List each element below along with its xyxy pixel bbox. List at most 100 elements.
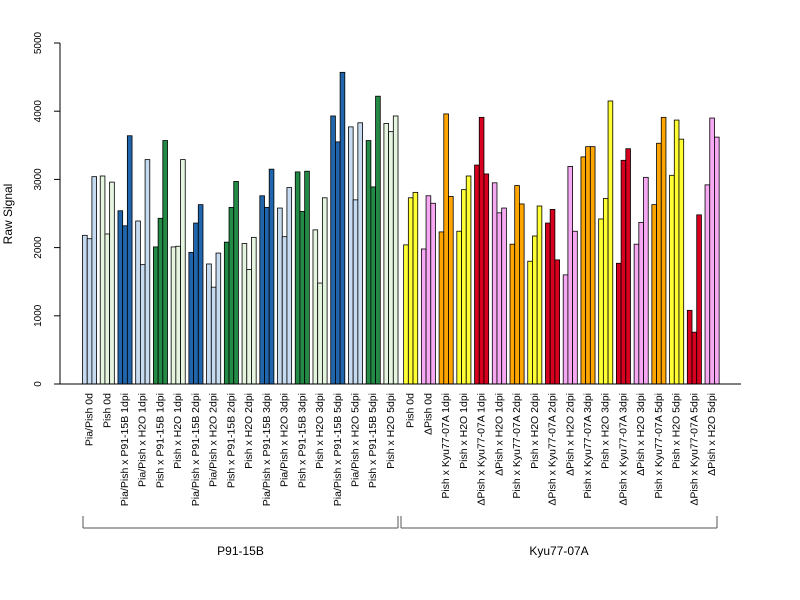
x-tick-label: ΔPish x H2O 1dpi (493, 393, 505, 476)
x-tick-label: ΔPish x H2O 5dpi (706, 393, 718, 476)
bar (339, 71, 346, 385)
x-tick-label: Pish x H2O 1dpi (458, 393, 470, 469)
x-tick-label: Pish x H2O 3dpi (600, 393, 612, 469)
bar (643, 176, 649, 385)
bar (268, 168, 275, 385)
bar (259, 195, 265, 385)
x-tick-label: Pish 0d (405, 393, 417, 428)
bar (598, 218, 604, 385)
x-tick-label: Pish x H2O 5dpi (671, 393, 683, 469)
bar (678, 138, 685, 385)
y-tick-label: 1000 (33, 304, 44, 327)
bar (704, 184, 711, 385)
bar (86, 238, 93, 385)
bar (527, 260, 533, 385)
bar (407, 197, 414, 385)
bar (286, 187, 293, 385)
bar (660, 116, 667, 385)
bar (656, 142, 662, 385)
x-tick-label: ΔPish x Kyu77-07A 2dpi (547, 393, 559, 506)
bar (175, 245, 181, 385)
y-tick-label: 5000 (33, 31, 44, 54)
bar (509, 243, 516, 385)
bar (438, 231, 445, 385)
bar (91, 176, 98, 385)
bar (109, 181, 115, 385)
x-tick-label: Pish x H2O 2dpi (529, 393, 541, 469)
bar (246, 269, 252, 385)
y-tick-label: 2000 (33, 236, 44, 259)
category-groups: P91-15B Kyu77-07A (82, 516, 718, 558)
bar (122, 225, 128, 385)
bar (420, 248, 427, 385)
bar (126, 135, 133, 385)
bar (294, 171, 301, 385)
bar (241, 243, 248, 385)
bar (625, 148, 631, 385)
bar (357, 122, 363, 385)
bar (392, 115, 399, 385)
bar (99, 175, 106, 385)
bar (321, 197, 328, 385)
bar (425, 195, 432, 385)
x-tick-label: Pia/Pish x H2O 1dpi (137, 393, 149, 487)
bar (277, 207, 283, 385)
bar (352, 199, 359, 385)
bar (536, 205, 543, 385)
bar (383, 123, 390, 385)
x-tick-label: ΔPish x Kyu77-07A 1dpi (476, 393, 488, 506)
bar (104, 233, 111, 385)
x-tick-label: Pia/Pish 0d (84, 393, 96, 446)
bar (197, 204, 204, 385)
bar (443, 113, 449, 385)
bar (448, 196, 454, 385)
bar (545, 222, 551, 385)
bar (572, 230, 578, 385)
bar (223, 241, 230, 385)
bar (714, 136, 720, 385)
bar (514, 185, 520, 385)
bar (589, 146, 596, 385)
x-tick-label: Pish x Kyu77-07A 5dpi (653, 393, 665, 499)
bar (465, 175, 472, 385)
bar (430, 202, 436, 385)
y-tick-label: 3000 (33, 168, 44, 191)
bar (501, 207, 507, 385)
x-tick-label: Pia/Pish x P91-15B 3dpi (261, 393, 273, 506)
bar (686, 309, 693, 385)
bar (709, 117, 715, 385)
y-tick-label: 0 (33, 381, 44, 387)
bar (335, 141, 341, 385)
bar (496, 212, 503, 385)
bar (585, 146, 591, 385)
bar (673, 119, 680, 385)
x-tick-label: Pish 0d (101, 393, 113, 428)
x-tick-label: ΔPish x Kyu77-07A 3dpi (617, 393, 629, 506)
bar (365, 140, 372, 385)
x-tick-label: Pia/Pish x H2O 2dpi (208, 393, 220, 487)
bar (317, 282, 323, 385)
bar (135, 220, 141, 385)
bar (251, 236, 257, 385)
bar (620, 159, 627, 385)
bar (651, 204, 657, 385)
x-tick-label: Pish x Kyu77-07A 1dpi (440, 393, 452, 499)
bar (153, 246, 159, 385)
bar (491, 182, 498, 385)
bar (412, 191, 419, 385)
x-tick-label: Pish x P91-15B 2dpi (225, 393, 237, 488)
bar (117, 210, 124, 385)
x-tick-label: Pish x H2O 1dpi (172, 393, 184, 469)
bar (370, 186, 376, 385)
x-tick-label: Pia/Pish x P91-15B 1dpi (119, 393, 131, 506)
bar (461, 189, 467, 385)
bar (330, 115, 336, 385)
bar (206, 263, 212, 385)
bar (607, 100, 614, 385)
x-tick-label: Pish x Kyu77-07A 3dpi (582, 393, 594, 499)
x-tick-labels: Pia/Pish 0d Pish 0d Pia/Pish x P91-15B 1dp… (84, 393, 719, 506)
x-tick-label: ΔPish x H2O 3dpi (635, 393, 647, 476)
bar (139, 264, 146, 385)
bar (144, 159, 151, 385)
group-label: P91-15B (217, 544, 264, 558)
